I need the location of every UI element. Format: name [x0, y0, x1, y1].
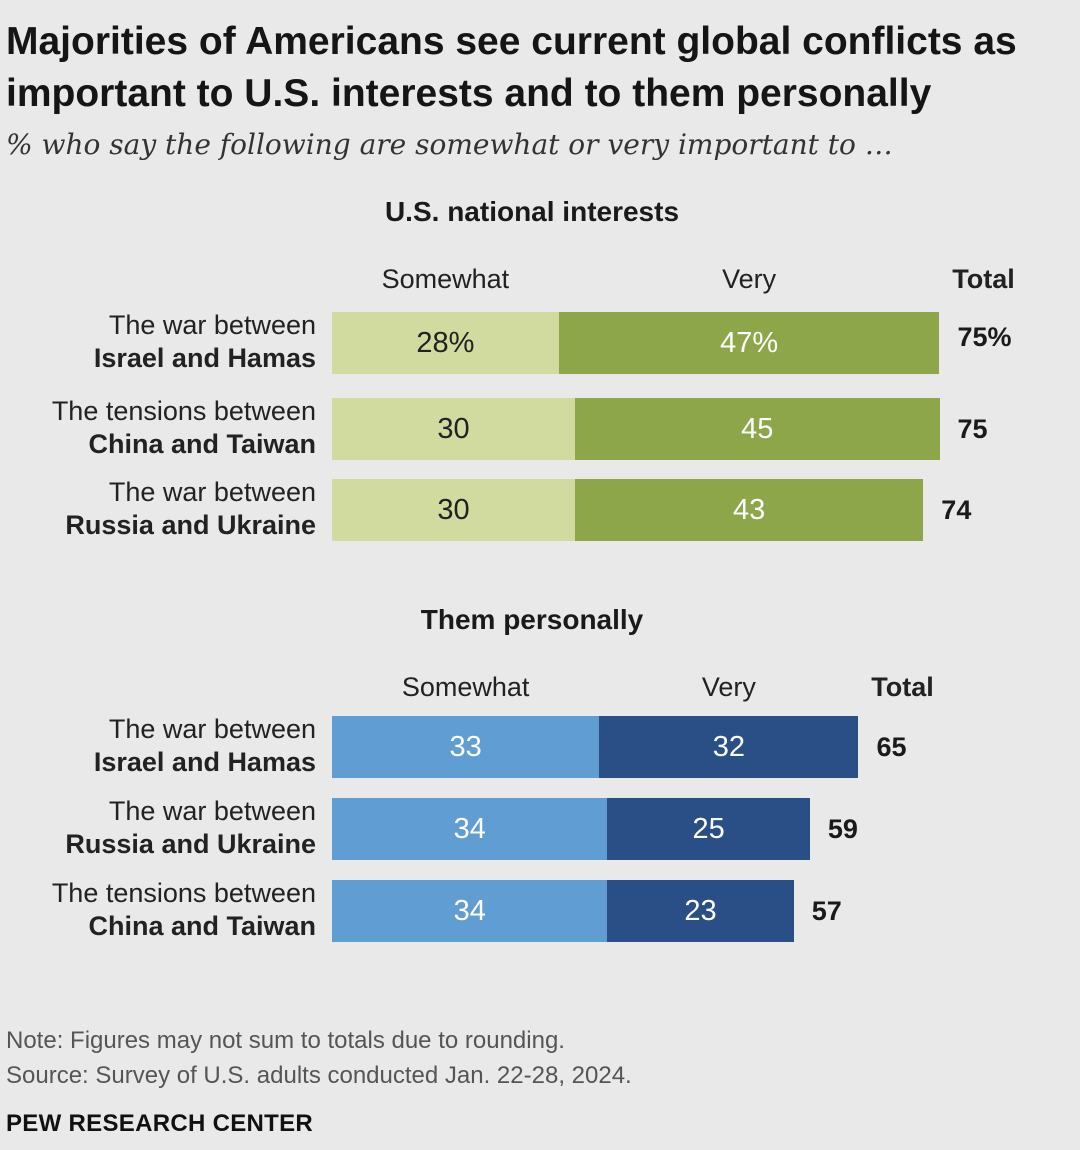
bar-segment-very: 45 [575, 398, 940, 460]
bar-segment-somewhat: 34 [332, 880, 608, 942]
bar-segment-somewhat: 30 [332, 479, 575, 541]
column-header-very: Very [701, 672, 756, 702]
row-label-line1: The war between [108, 714, 316, 744]
row-label-line2: China and Taiwan [88, 429, 316, 459]
note-text: Note: Figures may not sum to totals due … [6, 1027, 565, 1054]
bar-segment-somewhat: 30 [332, 398, 575, 460]
bar-segment-very: 23 [607, 880, 794, 942]
bar-segment-somewhat: 34 [332, 798, 608, 860]
bar-segment-very: 25 [607, 798, 810, 860]
row-label: The war between Russia and Ukraine [65, 795, 316, 861]
bar-segment-very: 32 [599, 716, 859, 778]
row-label: The war between Israel and Hamas [94, 309, 316, 375]
row-label-line1: The tensions between [51, 878, 316, 908]
row-label-line2: Russia and Ukraine [65, 510, 316, 540]
row-label-line1: The war between [108, 477, 316, 507]
bar-segment-very: 47% [558, 312, 940, 374]
total-value: 65 [876, 732, 907, 762]
column-header-very: Very [722, 264, 777, 294]
chart-subtitle: % who say the following are somewhat or … [6, 128, 893, 161]
row-label-line2: Russia and Ukraine [65, 829, 316, 859]
total-value: 75 [957, 414, 988, 444]
row-label: The war between Russia and Ukraine [65, 476, 316, 542]
row-label-line1: The war between [108, 796, 316, 826]
row-label-line1: The tensions between [51, 396, 316, 426]
bar-segment-somewhat: 28% [332, 312, 559, 374]
row-label-line2: China and Taiwan [88, 911, 316, 941]
brand-logo-text: PEW RESEARCH CENTER [6, 1110, 314, 1137]
row-label: The tensions between China and Taiwan [52, 877, 316, 943]
bar-segment-somewhat: 33 [332, 716, 600, 778]
panel-title: Them personally [420, 604, 644, 635]
column-header-somewhat: Somewhat [401, 672, 530, 702]
total-value: 75% [957, 322, 1012, 352]
panel-title: U.S. national interests [384, 196, 680, 227]
column-header-total: Total [952, 264, 1015, 294]
column-header-somewhat: Somewhat [381, 264, 510, 294]
row-label-line2: Israel and Hamas [93, 343, 316, 373]
row-label-line2: Israel and Hamas [93, 747, 316, 777]
chart-title: Majorities of Americans see current glob… [6, 20, 1017, 115]
bar-segment-very: 43 [575, 479, 924, 541]
total-value: 59 [827, 814, 858, 844]
total-value: 74 [941, 495, 972, 525]
row-label: The tensions between China and Taiwan [52, 395, 316, 461]
source-text: Source: Survey of U.S. adults conducted … [6, 1062, 632, 1089]
column-header-total: Total [871, 672, 934, 702]
total-value: 57 [811, 896, 842, 926]
row-label-line1: The war between [108, 310, 316, 340]
row-label: The war between Israel and Hamas [94, 713, 316, 779]
